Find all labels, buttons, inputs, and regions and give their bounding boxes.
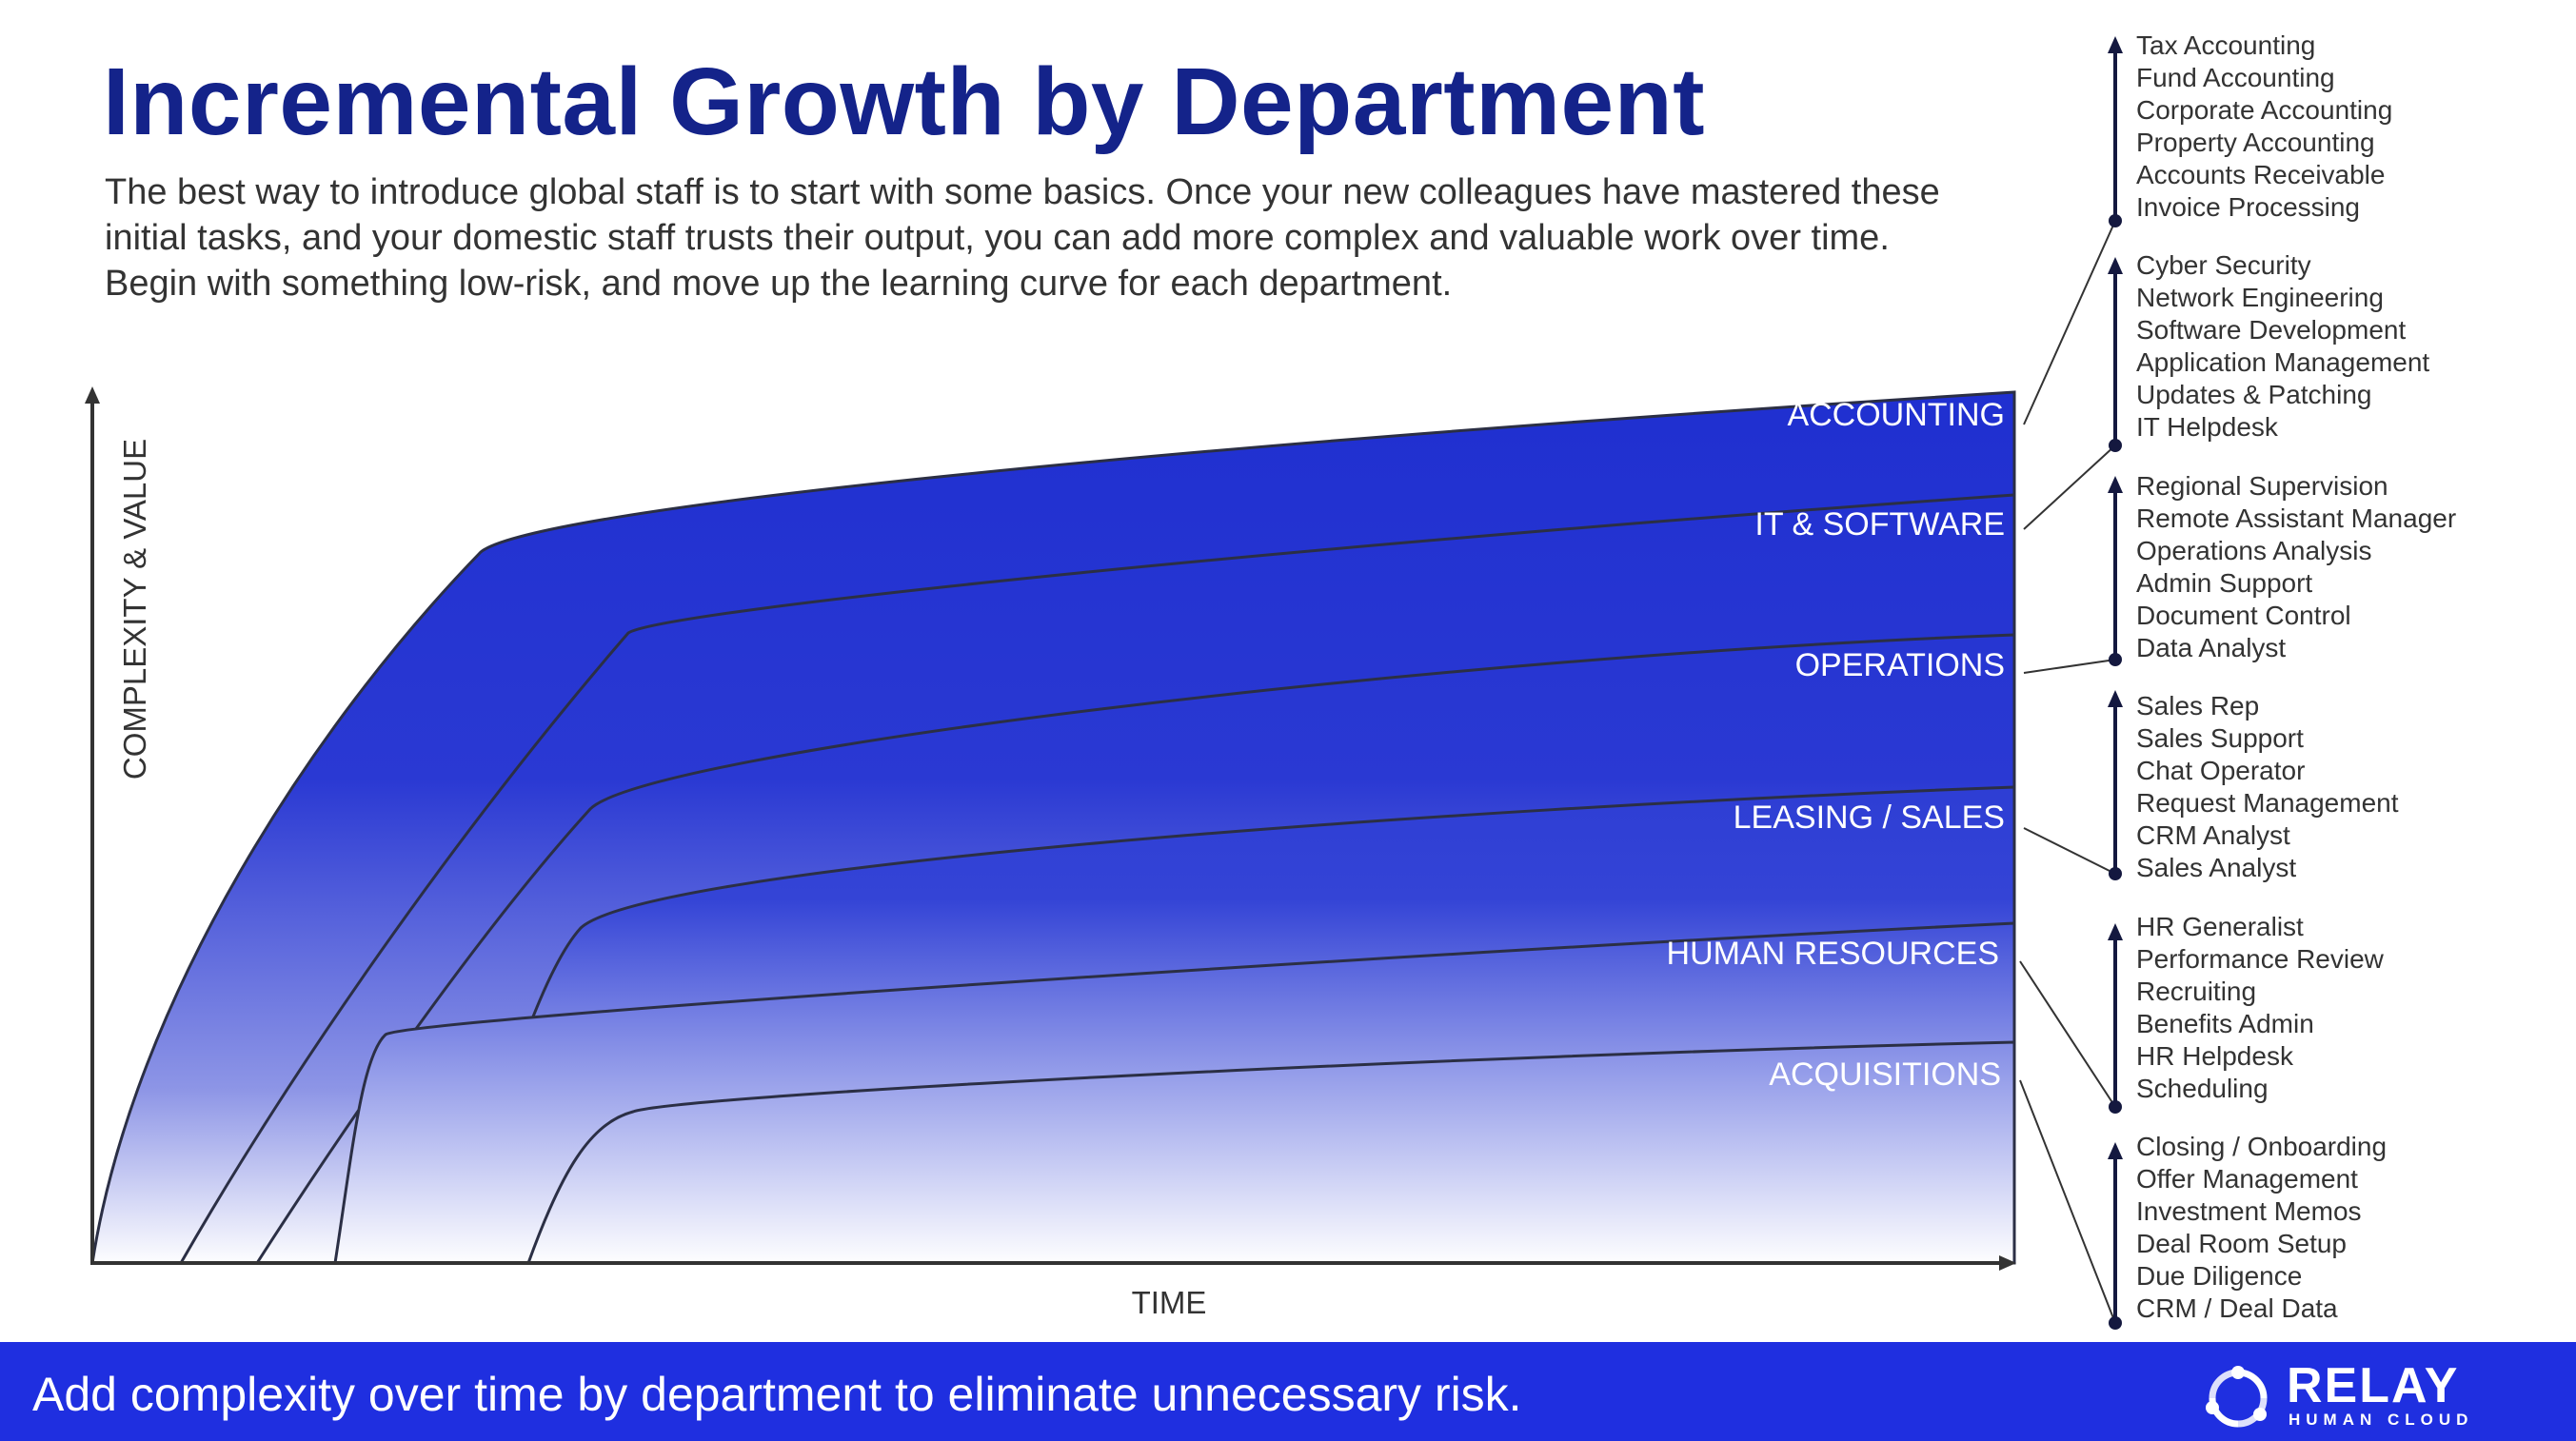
task-item: CRM Analyst — [2136, 820, 2290, 850]
task-item: Operations Analysis — [2136, 536, 2372, 565]
task-item: Scheduling — [2136, 1074, 2269, 1103]
task-item: Network Engineering — [2136, 283, 2384, 312]
band-label-human-resources: HUMAN RESOURCES — [1666, 936, 1999, 972]
task-item: Invoice Processing — [2136, 192, 2361, 222]
task-list-leasing-sales: Sales Rep Sales Support Chat Operator Re… — [2136, 690, 2399, 884]
task-item: Recruiting — [2136, 977, 2257, 1006]
task-item: Due Diligence — [2136, 1261, 2303, 1291]
logo-subtitle: HUMAN CLOUD — [2289, 1411, 2474, 1429]
task-item: Software Development — [2136, 315, 2407, 345]
task-list-operations: Regional Supervision Remote Assistant Ma… — [2136, 470, 2456, 664]
task-list-acquisitions: Closing / Onboarding Offer Management In… — [2136, 1131, 2387, 1325]
task-item: Regional Supervision — [2136, 471, 2388, 501]
task-item: IT Helpdesk — [2136, 412, 2278, 442]
task-item: Document Control — [2136, 601, 2351, 630]
task-item: Accounts Receivable — [2136, 160, 2386, 189]
task-item: HR Generalist — [2136, 912, 2304, 941]
task-arrows — [2108, 36, 2123, 1330]
band-label-it-software: IT & SOFTWARE — [1754, 506, 2005, 543]
footer-bar: Add complexity over time by department t… — [0, 1342, 2576, 1441]
band-label-acquisitions: ACQUISITIONS — [1769, 1056, 2001, 1093]
band-label-operations: OPERATIONS — [1794, 647, 2005, 683]
task-item: Fund Accounting — [2136, 63, 2335, 92]
task-item: Admin Support — [2136, 568, 2313, 598]
band-label-leasing-sales: LEASING / SALES — [1733, 799, 2005, 836]
task-item: Sales Analyst — [2136, 853, 2297, 882]
task-item: Cyber Security — [2136, 250, 2311, 280]
y-axis-arrowhead — [85, 386, 100, 404]
relay-logo: RELAY HUMAN CLOUD — [2205, 1358, 2509, 1429]
relay-logo-icon — [2206, 1366, 2268, 1428]
x-axis-arrowhead — [1999, 1255, 2016, 1271]
task-item: Benefits Admin — [2136, 1009, 2314, 1038]
band-label-accounting: ACCOUNTING — [1787, 397, 2005, 433]
task-item: Tax Accounting — [2136, 30, 2316, 60]
band-acquisitions — [525, 1040, 2016, 1265]
task-item: Offer Management — [2136, 1164, 2358, 1194]
task-item: Investment Memos — [2136, 1196, 2362, 1226]
task-item: Sales Support — [2136, 723, 2304, 753]
task-item: Property Accounting — [2136, 128, 2375, 157]
task-item: Performance Review — [2136, 944, 2384, 974]
task-list-human-resources: HR Generalist Performance Review Recruit… — [2136, 911, 2384, 1105]
task-list-accounting: Tax Accounting Fund Accounting Corporate… — [2136, 30, 2392, 224]
task-item: Data Analyst — [2136, 633, 2287, 662]
page-title: Incremental Growth by Department — [103, 49, 1705, 155]
task-item: Closing / Onboarding — [2136, 1132, 2388, 1161]
task-item: Chat Operator — [2136, 756, 2306, 785]
connector-lines — [2019, 220, 2116, 1324]
task-item: Sales Rep — [2136, 691, 2260, 720]
intro-paragraph: The best way to introduce global staff i… — [105, 172, 1940, 304]
task-item: Updates & Patching — [2136, 380, 2372, 409]
task-item: Corporate Accounting — [2136, 95, 2393, 125]
task-item: HR Helpdesk — [2136, 1041, 2293, 1071]
task-list-it-software: Cyber Security Network Engineering Softw… — [2136, 249, 2429, 444]
x-axis-label: TIME — [1131, 1285, 1207, 1320]
footer-tagline: Add complexity over time by department t… — [32, 1368, 1522, 1421]
y-axis-label: COMPLEXITY & VALUE — [117, 438, 152, 780]
growth-diagram — [85, 36, 2123, 1330]
task-item: Deal Room Setup — [2136, 1229, 2348, 1258]
task-item: Request Management — [2136, 788, 2399, 818]
task-item: Remote Assistant Manager — [2136, 503, 2457, 533]
task-item: CRM / Deal Data — [2136, 1293, 2338, 1323]
logo-name: RELAY — [2287, 1358, 2460, 1413]
task-item: Application Management — [2136, 347, 2430, 377]
